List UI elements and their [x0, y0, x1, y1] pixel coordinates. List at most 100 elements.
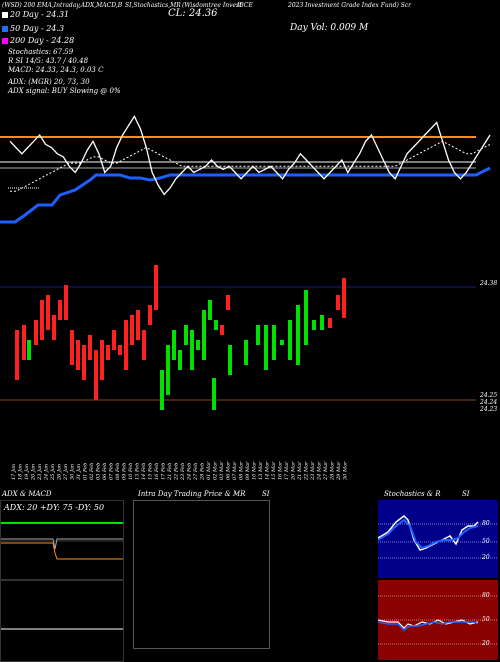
x-tick-label: 06 Mar: [226, 461, 232, 480]
candle: [15, 330, 19, 380]
header-symbol: IBCE: [237, 2, 253, 9]
header-title: (WSD) 200 EMA,Intraday,ADX,MACD,B: [2, 2, 123, 9]
price-bottom-label-2: 24.24: [480, 399, 498, 406]
x-tick-label: 23 Feb: [180, 463, 186, 481]
x-tick-label: 30 Jan: [70, 464, 76, 480]
macd-panel: [0, 580, 124, 662]
header-title-c: (Wisdomtree Invest: [182, 2, 242, 9]
rsi-tick-80: 80: [482, 592, 490, 599]
candle: [154, 265, 158, 310]
intraday-title: Intra Day Trading Price & MR: [138, 490, 246, 498]
x-tick-label: 24 Mar: [317, 461, 323, 481]
x-tick-label: 16 Feb: [154, 463, 160, 480]
rsi-panel: 80 50 20: [378, 580, 498, 660]
x-tick-label: 07 Mar: [232, 461, 238, 480]
day-vol-label: Day Vol: 0.009 M: [290, 23, 369, 33]
close-label: CL: 24.36: [168, 8, 218, 19]
candle: [172, 330, 176, 360]
candle: [34, 320, 38, 345]
candle: [244, 340, 248, 365]
x-tick-label: 17 Feb: [161, 463, 167, 480]
x-tick-label: 28 Feb: [200, 463, 206, 481]
x-tick-label: 03 Mar: [219, 461, 225, 480]
candle: [82, 345, 86, 380]
candle: [100, 340, 104, 380]
x-tick-label: 29 Mar: [336, 461, 342, 481]
candle: [76, 340, 80, 370]
x-tick-label: 02 Feb: [89, 463, 95, 480]
candle: [212, 378, 216, 410]
x-tick-label: 27 Feb: [193, 463, 199, 481]
price-bottom-label-3: 24.23: [480, 406, 498, 413]
stochastics-panel: 80 50 20: [378, 500, 498, 578]
legend-ema200-swatch: [2, 38, 8, 44]
candle: [336, 295, 340, 310]
x-tick-label: 01 Mar: [206, 461, 212, 480]
candle: [342, 278, 346, 318]
x-tick-label: 22 Feb: [174, 463, 180, 481]
x-tick-label: 19 Jan: [24, 464, 30, 480]
x-tick-label: 16 Mar: [278, 461, 284, 480]
x-tick-label: 22 Mar: [304, 461, 310, 481]
x-tick-label: 14 Feb: [141, 463, 147, 480]
candle: [214, 320, 218, 330]
x-tick-label: 25 Jan: [50, 464, 56, 481]
adx-signal-label: ADX signal: BUY Slowing @ 0%: [8, 87, 121, 95]
candle: [196, 340, 200, 350]
candle: [106, 345, 110, 360]
x-tick-label: 26 Jan: [57, 464, 63, 481]
x-axis-labels: 17 Jan 18 Jan 19 Jan 20 Jan 23 Jan 24 Jan 25 J…: [11, 461, 349, 481]
candle: [142, 330, 146, 360]
candle: [320, 315, 324, 330]
candle: [184, 325, 188, 345]
x-tick-label: 03 Feb: [96, 463, 102, 480]
macd-label: MACD: 24.33, 24.3, 0.03 C: [8, 66, 104, 74]
candle: [88, 335, 92, 360]
x-tick-label: 01 Feb: [83, 463, 89, 480]
candle: [226, 295, 230, 310]
candle: [22, 325, 26, 360]
x-tick-label: 06 Feb: [102, 463, 108, 480]
candle: [148, 305, 152, 325]
x-tick-label: 07 Feb: [109, 463, 115, 480]
x-tick-label: 17 Jan: [11, 464, 17, 480]
x-tick-label: 15 Feb: [148, 463, 154, 480]
candle: [328, 318, 332, 328]
ema20-dotted-line: [10, 140, 491, 192]
x-tick-label: 09 Mar: [245, 461, 251, 480]
header-fund-name: 2023 Investment Grade Index Fund) Scr: [288, 2, 412, 9]
stochastics-title: Stochastics & R: [384, 490, 441, 498]
legend-ema20-swatch: [2, 12, 8, 18]
x-tick-label: 27 Mar: [323, 461, 329, 481]
x-tick-label: 30 Mar: [343, 461, 349, 480]
x-tick-label: 18 Jan: [18, 464, 24, 480]
rsi-tick-20: 20: [482, 640, 490, 647]
adx-readout: ADX: 20 +DY: 75 -DY: 50: [4, 503, 105, 512]
candle: [272, 325, 276, 360]
ema50-label: 50 Day - 24.3: [10, 24, 65, 33]
x-tick-label: 15 Mar: [271, 461, 277, 480]
candle: [160, 370, 164, 410]
legend-ema50-swatch: [2, 26, 8, 32]
candle: [220, 325, 224, 335]
x-tick-label: 20 Jan: [31, 464, 37, 481]
x-tick-label: 17 Mar: [284, 461, 290, 480]
x-tick-label: 20 Mar: [291, 461, 297, 481]
rsi-label: R SI 14/5: 43.7 / 40.48: [8, 57, 89, 65]
candle: [112, 330, 116, 350]
x-tick-label: 08 Mar: [239, 461, 245, 480]
candle: [64, 285, 68, 320]
price-line: [9, 114, 491, 196]
candle: [136, 310, 140, 340]
candle: [124, 320, 128, 370]
stochastics-title-b: SI: [462, 490, 470, 498]
candle: [52, 315, 56, 340]
candle: [118, 345, 122, 355]
x-tick-label: 21 Feb: [167, 463, 173, 481]
candle: [256, 325, 260, 345]
x-tick-label: 02 Mar: [213, 461, 219, 480]
header-title-b: SI,Stochastics,MR: [125, 2, 181, 9]
candle: [190, 330, 194, 370]
price-ema-chart: 17 Jan 18 Jan 19 Jan 20 Jan 23 Jan 24 Jan 25 J…: [0, 114, 491, 481]
candle: [288, 320, 292, 360]
